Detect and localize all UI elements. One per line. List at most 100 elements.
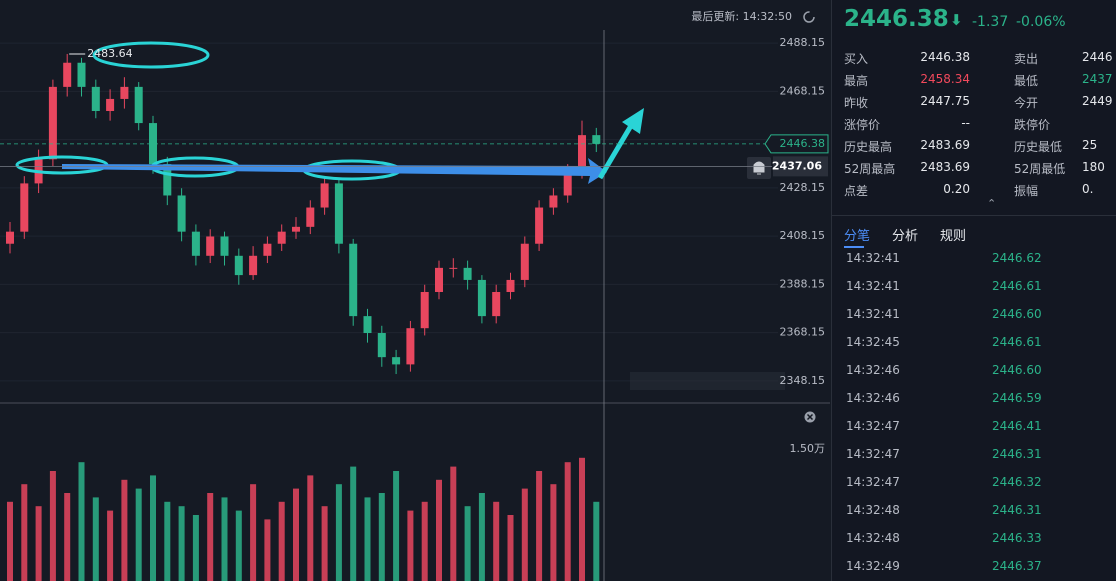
candle-body — [134, 86, 143, 124]
volume-bar — [7, 501, 13, 581]
volume-bar — [64, 493, 71, 581]
tab[interactable]: 规则 — [940, 229, 967, 244]
trade-price: 2446.37 — [992, 559, 1042, 573]
field-label: 最高 — [844, 74, 869, 88]
candle-body — [592, 135, 601, 144]
volume-bar — [293, 488, 299, 581]
divider — [832, 215, 1116, 216]
field-value: 2446 — [1082, 50, 1113, 64]
trade-price: 2446.59 — [992, 391, 1042, 405]
trade-price: 2446.62 — [992, 251, 1042, 265]
bell-button[interactable] — [747, 157, 771, 179]
candle-body — [220, 236, 229, 256]
refresh-icon[interactable] — [803, 11, 815, 23]
volume-bar — [350, 466, 357, 581]
candle-body — [263, 243, 272, 256]
candle-body — [120, 86, 129, 99]
field-label: 52周最高 — [844, 162, 896, 176]
candle-body — [392, 357, 401, 365]
volume-bar — [478, 493, 485, 581]
trade-time: 14:32:45 — [846, 335, 900, 349]
volume-bar — [507, 515, 514, 581]
candle-body — [277, 231, 286, 244]
candle-body — [177, 195, 186, 232]
field-label: 昨收 — [844, 96, 869, 110]
y-tick-label: 2388.15 — [780, 277, 826, 290]
crosshair-box — [773, 156, 828, 177]
high-marker-label: 2483.64 — [87, 47, 133, 60]
candle-body — [48, 86, 57, 160]
annotation-arrow — [597, 122, 635, 180]
volume-bar — [164, 501, 171, 581]
candle-body — [463, 267, 472, 280]
candle-body — [63, 62, 72, 87]
last-update: 最后更新: 14:32:50 — [691, 9, 792, 23]
trade-price: 2446.31 — [992, 503, 1042, 517]
chart: 最后更新: 14:32:50 2488.152468.152448.152428… — [0, 9, 830, 581]
candle-body — [435, 267, 443, 292]
candle-body — [477, 279, 486, 317]
volume-bar — [450, 466, 457, 581]
field-label: 卖出 — [1014, 52, 1039, 66]
tab[interactable]: 分析 — [892, 229, 919, 244]
volume-bar — [278, 501, 285, 581]
volume-tick-label: 1.50万 — [790, 442, 826, 455]
volume-bar — [250, 484, 257, 581]
trade-time: 14:32:48 — [846, 503, 900, 517]
volume-bar — [178, 506, 185, 581]
field-value: 25 — [1082, 138, 1098, 152]
trade-price: 2446.60 — [992, 363, 1042, 377]
trade-price: 2446.61 — [992, 335, 1042, 349]
candle-body — [492, 291, 501, 317]
volume-close[interactable] — [804, 411, 816, 423]
volume-bar — [364, 497, 371, 581]
volume-bar — [464, 506, 471, 581]
quote-change-pct: -0.06% — [1016, 14, 1066, 30]
field-value: 0.20 — [943, 182, 970, 196]
y-tick-label: 2488.15 — [780, 36, 826, 49]
candle-body — [77, 62, 86, 87]
down-arrow: ⬇ — [950, 11, 963, 29]
candle-body — [320, 183, 329, 208]
current-price-label: 2446.38 — [780, 137, 826, 150]
candle-body — [306, 207, 315, 227]
quote-price: 2446.38 — [844, 6, 949, 32]
volume-bar — [407, 510, 414, 581]
volume-bar — [107, 510, 114, 581]
volume-bar — [135, 488, 142, 581]
candle-body — [506, 279, 515, 292]
field-label: 振幅 — [1014, 184, 1039, 198]
candle-body — [191, 231, 200, 256]
field-label: 最低 — [1014, 74, 1039, 88]
candle-body — [149, 123, 157, 165]
annotations — [15, 41, 644, 184]
trade-price: 2446.31 — [992, 447, 1042, 461]
trade-time: 14:32:49 — [846, 559, 900, 573]
field-label: 点差 — [844, 184, 869, 198]
trade-price: 2446.32 — [992, 475, 1042, 489]
volume-bar — [579, 457, 585, 581]
candle-body — [234, 255, 243, 276]
candle-body — [563, 171, 572, 196]
crosshair-label: 2437.06 — [772, 159, 822, 172]
candle-body — [349, 243, 358, 317]
quote-panel: 2446.38 ⬇ -1.37 -0.06% 买入 2446.38 卖出 2446 最高… — [831, 0, 1116, 581]
candle-body — [420, 291, 429, 329]
candle-body — [363, 316, 372, 334]
volume-bar — [321, 506, 328, 581]
tab[interactable]: 分笔 — [844, 229, 871, 244]
field-value: 2437 — [1082, 72, 1113, 86]
candle-body — [406, 328, 415, 365]
volume-bar — [49, 471, 56, 581]
quote-change: -1.37 — [972, 14, 1009, 30]
trade-time: 14:32:48 — [846, 531, 900, 545]
collapse-icon[interactable]: ⌃ — [987, 197, 997, 210]
annotation-arrow-head — [622, 108, 644, 134]
volume-bar — [550, 484, 557, 581]
candle-body — [549, 195, 558, 208]
field-value: 2449 — [1082, 94, 1113, 108]
trade-time: 14:32:46 — [846, 391, 900, 405]
volume-bar — [564, 462, 571, 581]
field-label: 历史最高 — [844, 140, 893, 154]
volume-bar — [235, 510, 242, 581]
